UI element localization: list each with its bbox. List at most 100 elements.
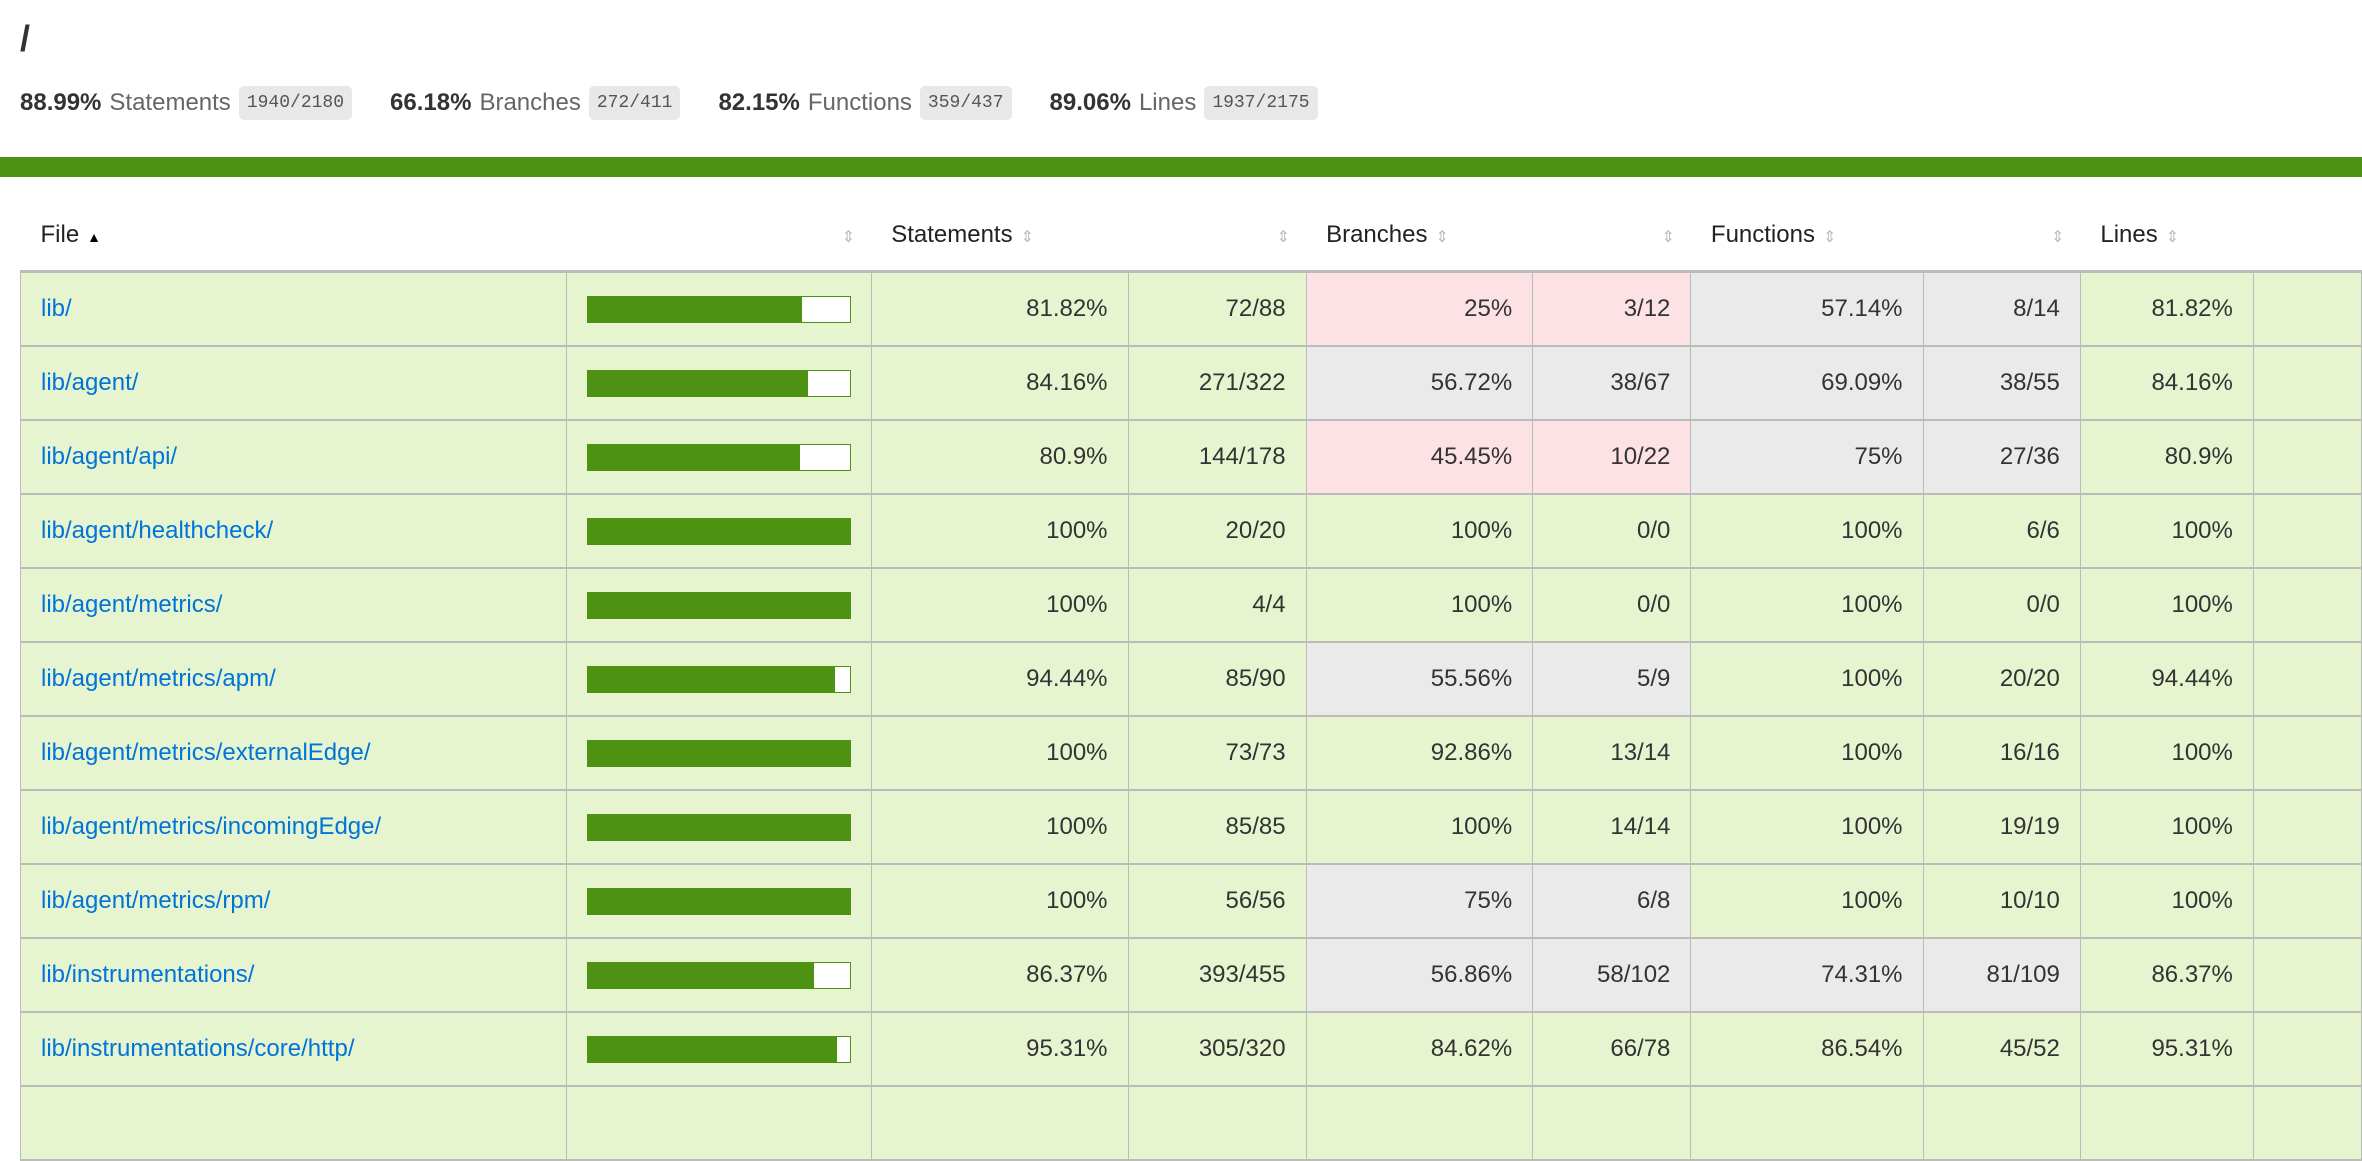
header-label: Functions	[1710, 221, 1815, 248]
sort-icon: ⇕	[1435, 229, 1449, 246]
table-cell	[870, 1085, 1129, 1161]
file-link[interactable]: lib/agent/	[41, 369, 139, 396]
branches-count: 14/14	[1532, 789, 1692, 865]
header-statements[interactable]: Statements ⇕	[871, 200, 1128, 272]
statements-count: 20/20	[1127, 493, 1307, 569]
coverage-bar	[586, 369, 851, 397]
file-cell: lib/agent/metrics/externalEdge/	[20, 715, 567, 791]
header-lines-count[interactable]	[2253, 200, 2361, 272]
file-link[interactable]: lib/agent/api/	[41, 443, 178, 470]
table-row: lib/agent/metrics/externalEdge/100% 73/73…	[20, 715, 2362, 791]
statements-count: 85/90	[1127, 641, 1307, 717]
lines-count	[2252, 641, 2362, 717]
coverage-bar-fill	[587, 888, 850, 914]
branches-count: 0/0	[1532, 493, 1692, 569]
header-file[interactable]: File ▲	[21, 200, 567, 272]
header-functions[interactable]: Functions ⇕	[1691, 200, 1923, 272]
file-link[interactable]: lib/	[41, 295, 72, 322]
branches-pct: 45.45%	[1305, 419, 1534, 495]
file-link[interactable]: lib/instrumentations/	[41, 961, 255, 988]
statements-pct: 100%	[870, 493, 1129, 569]
statements-count: 393/455	[1127, 937, 1307, 1013]
statements-count: 271/322	[1127, 345, 1307, 421]
lines-count	[2252, 493, 2362, 569]
coverage-bar	[586, 887, 851, 915]
coverage-bar	[586, 665, 851, 693]
table-cell	[1305, 1085, 1534, 1161]
header-file-bar[interactable]: ⇕	[566, 200, 871, 272]
coverage-bar-fill	[587, 444, 800, 470]
functions-pct: 100%	[1690, 715, 1924, 791]
branches-count: 3/12	[1532, 270, 1692, 347]
file-link[interactable]: lib/agent/metrics/apm/	[41, 665, 276, 692]
coverage-bar	[586, 295, 851, 323]
file-link[interactable]: lib/agent/metrics/incomingEdge/	[41, 813, 382, 840]
functions-pct: 100%	[1690, 863, 1924, 939]
table-cell	[20, 1085, 567, 1161]
header-branches[interactable]: Branches ⇕	[1306, 200, 1533, 272]
summary-fraction: 272/411	[588, 86, 681, 120]
coverage-bar	[586, 591, 851, 619]
functions-pct: 86.54%	[1690, 1011, 1924, 1087]
statements-count: 72/88	[1127, 270, 1307, 347]
statements-pct: 84.16%	[870, 345, 1129, 421]
coverage-table: File ▲ ⇕ Statements ⇕ ⇕ Branches ⇕ ⇕ Functi…	[20, 200, 2362, 1161]
functions-pct: 100%	[1690, 493, 1924, 569]
table-row: lib/81.82% 72/88 25% 3/12 57.14% 8/14 81.82%	[20, 270, 2362, 347]
statements-count: 4/4	[1127, 567, 1307, 643]
coverage-bar	[586, 813, 851, 841]
sort-ascending-icon: ▲	[87, 229, 102, 245]
table-cell	[565, 1085, 872, 1161]
coverage-bar-cell	[565, 1011, 872, 1087]
file-link[interactable]: lib/agent/metrics/	[41, 591, 223, 618]
header-functions-count[interactable]: ⇕	[1923, 200, 2080, 272]
summary-branches: 66.18% Branches 272/411	[390, 86, 681, 120]
functions-count: 38/55	[1922, 345, 2081, 421]
coverage-bar-fill	[587, 666, 836, 692]
header-label: Statements	[891, 221, 1013, 248]
branches-pct: 100%	[1305, 493, 1534, 569]
file-link[interactable]: lib/agent/metrics/rpm/	[41, 887, 271, 914]
table-cell	[1690, 1085, 1924, 1161]
statements-count: 305/320	[1127, 1011, 1307, 1087]
statements-count: 56/56	[1127, 863, 1307, 939]
table-cell	[2252, 1085, 2362, 1161]
branches-count: 13/14	[1532, 715, 1692, 791]
lines-pct: 100%	[2079, 567, 2254, 643]
header-lines[interactable]: Lines ⇕	[2080, 200, 2253, 272]
file-link[interactable]: lib/instrumentations/core/http/	[41, 1035, 355, 1062]
lines-count	[2252, 270, 2362, 347]
statements-pct: 86.37%	[870, 937, 1129, 1013]
statements-pct: 100%	[870, 715, 1129, 791]
branches-pct: 100%	[1305, 789, 1534, 865]
table-row: lib/agent/healthcheck/100% 20/20 100% 0/0 10…	[20, 493, 2362, 569]
summary-pct: 66.18%	[390, 89, 472, 116]
branches-pct: 55.56%	[1305, 641, 1534, 717]
coverage-bar	[586, 1035, 851, 1063]
functions-count: 81/109	[1922, 937, 2081, 1013]
coverage-bar-cell	[565, 493, 872, 569]
file-cell: lib/agent/healthcheck/	[20, 493, 567, 569]
file-link[interactable]: lib/agent/metrics/externalEdge/	[41, 739, 371, 766]
coverage-bar-cell	[565, 937, 872, 1013]
branches-count: 66/78	[1532, 1011, 1692, 1087]
lines-pct: 100%	[2079, 789, 2254, 865]
header-statements-count[interactable]: ⇕	[1128, 200, 1306, 272]
table-cell	[1922, 1085, 2081, 1161]
lines-count	[2252, 345, 2362, 421]
file-cell: lib/agent/metrics/rpm/	[20, 863, 567, 939]
lines-count	[2252, 419, 2362, 495]
file-link[interactable]: lib/agent/healthcheck/	[41, 517, 274, 544]
statements-count: 73/73	[1127, 715, 1307, 791]
statements-count: 85/85	[1127, 789, 1307, 865]
lines-pct: 100%	[2079, 863, 2254, 939]
table-row: lib/agent/metrics/100% 4/4 100% 0/0 100% 0/0 1…	[20, 567, 2362, 643]
branches-count: 5/9	[1532, 641, 1692, 717]
coverage-bar-cell	[565, 715, 872, 791]
functions-count: 19/19	[1922, 789, 2081, 865]
statements-pct: 100%	[870, 567, 1129, 643]
header-branches-count[interactable]: ⇕	[1533, 200, 1691, 272]
branches-pct: 84.62%	[1305, 1011, 1534, 1087]
functions-count: 10/10	[1922, 863, 2081, 939]
statements-pct: 100%	[870, 863, 1129, 939]
